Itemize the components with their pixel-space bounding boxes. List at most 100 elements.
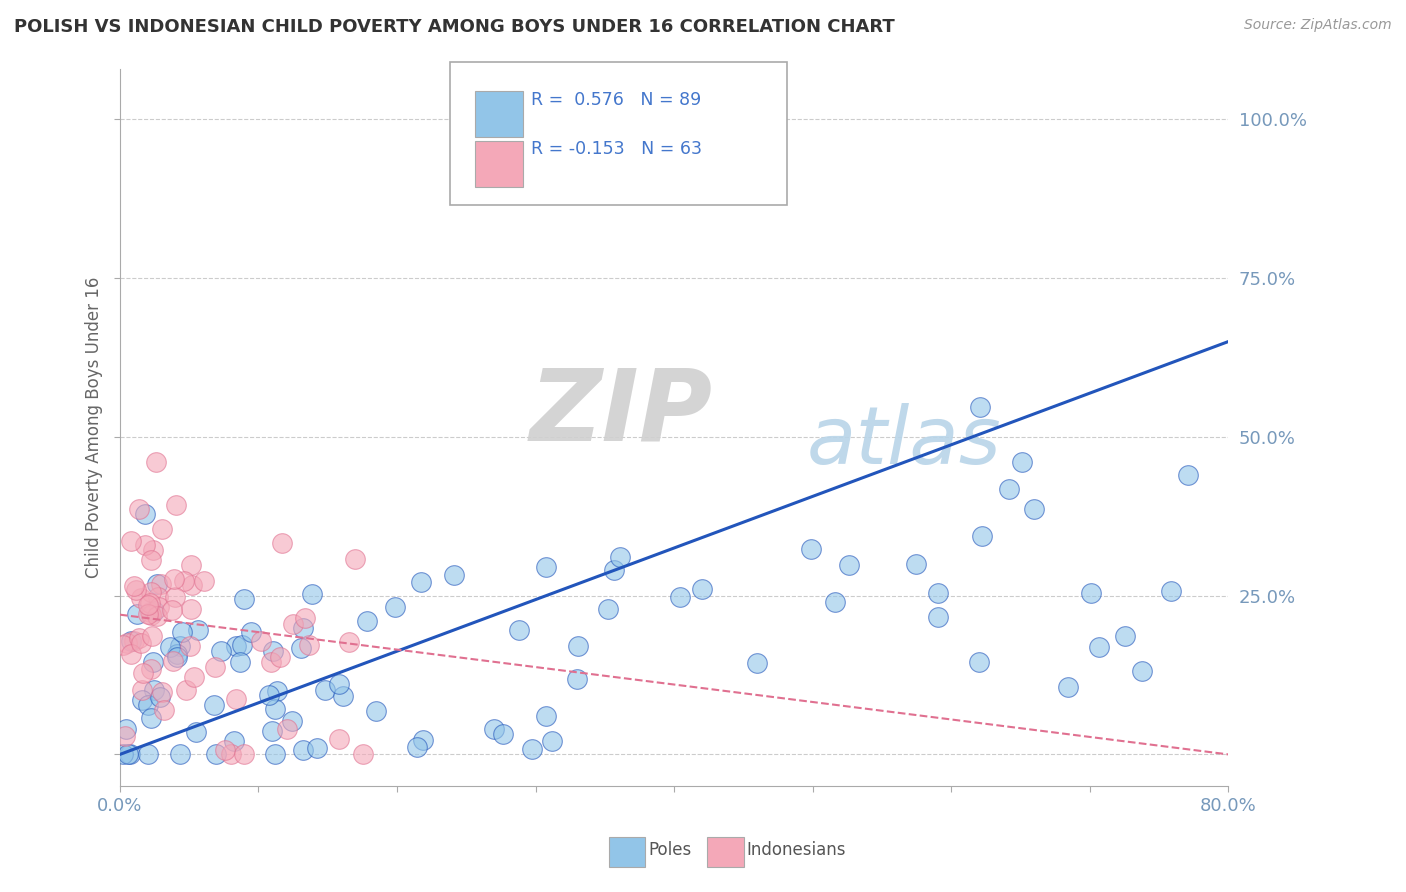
Point <box>972 529 994 543</box>
Point <box>187 623 209 637</box>
Point <box>180 602 202 616</box>
Point <box>305 740 328 755</box>
Point <box>314 683 336 698</box>
Point <box>125 607 148 622</box>
Point <box>1114 629 1136 643</box>
Point <box>294 611 316 625</box>
Text: R =  0.576   N = 89: R = 0.576 N = 89 <box>531 91 702 109</box>
Point <box>522 742 544 756</box>
Point <box>136 698 159 712</box>
Point <box>118 747 141 761</box>
Point <box>120 534 142 549</box>
Point <box>927 586 949 600</box>
Point <box>692 582 714 596</box>
Point <box>141 662 163 676</box>
Point <box>540 734 562 748</box>
Point <box>183 670 205 684</box>
Point <box>250 634 273 648</box>
Point <box>596 601 619 615</box>
Point <box>173 574 195 589</box>
Point <box>745 656 768 670</box>
Point <box>609 550 631 565</box>
Point <box>276 722 298 736</box>
Point <box>134 508 156 522</box>
Text: R = -0.153   N = 63: R = -0.153 N = 63 <box>531 140 703 158</box>
Point <box>146 577 169 591</box>
Point <box>905 558 928 572</box>
Point <box>281 616 304 631</box>
Point <box>997 482 1019 496</box>
Point <box>179 639 201 653</box>
Point <box>136 747 159 761</box>
Point <box>1024 501 1046 516</box>
Point <box>138 605 160 619</box>
Point <box>166 649 188 664</box>
Point <box>209 643 232 657</box>
Point <box>824 595 846 609</box>
Point <box>128 632 150 646</box>
Point <box>328 676 350 690</box>
Point <box>115 636 138 650</box>
Point <box>139 710 162 724</box>
Point <box>264 701 287 715</box>
Point <box>838 558 860 572</box>
Point <box>139 608 162 623</box>
Point <box>114 722 136 736</box>
Point <box>136 598 159 612</box>
Point <box>139 596 162 610</box>
Point <box>271 536 294 550</box>
Point <box>565 672 588 686</box>
Text: Source: ZipAtlas.com: Source: ZipAtlas.com <box>1244 18 1392 32</box>
Point <box>412 733 434 747</box>
Point <box>927 610 949 624</box>
Point <box>159 640 181 655</box>
Point <box>129 636 152 650</box>
Point <box>162 654 184 668</box>
Point <box>145 608 167 623</box>
Point <box>122 634 145 648</box>
Point <box>669 590 692 604</box>
Point <box>343 552 366 566</box>
Point <box>165 498 187 512</box>
Point <box>260 655 283 669</box>
Point <box>139 553 162 567</box>
Point <box>229 655 252 669</box>
Point <box>131 692 153 706</box>
Point <box>149 690 172 704</box>
Point <box>150 685 173 699</box>
Text: Poles: Poles <box>648 841 692 859</box>
Point <box>269 650 291 665</box>
Point <box>263 747 285 761</box>
Point <box>131 683 153 698</box>
Point <box>969 400 991 414</box>
Point <box>142 543 165 558</box>
Point <box>281 714 304 729</box>
Point <box>1130 664 1153 678</box>
Point <box>166 648 188 662</box>
Point <box>148 599 170 614</box>
Point <box>352 747 374 761</box>
Point <box>129 591 152 605</box>
Point <box>240 625 263 640</box>
Point <box>332 689 354 703</box>
Point <box>149 577 172 591</box>
Point <box>112 639 135 653</box>
Point <box>170 624 193 639</box>
Point <box>145 455 167 469</box>
Point <box>409 574 432 589</box>
Text: ZIP: ZIP <box>530 365 713 461</box>
Point <box>800 542 823 557</box>
Point <box>1087 640 1109 654</box>
Point <box>117 747 139 761</box>
Point <box>492 727 515 741</box>
Point <box>142 604 165 618</box>
Point <box>165 590 187 604</box>
Point <box>125 582 148 597</box>
Point <box>132 666 155 681</box>
Point <box>150 522 173 536</box>
Point <box>482 722 505 736</box>
Text: atlas: atlas <box>807 402 1002 481</box>
Point <box>233 747 256 761</box>
Point <box>112 747 135 761</box>
Point <box>128 501 150 516</box>
